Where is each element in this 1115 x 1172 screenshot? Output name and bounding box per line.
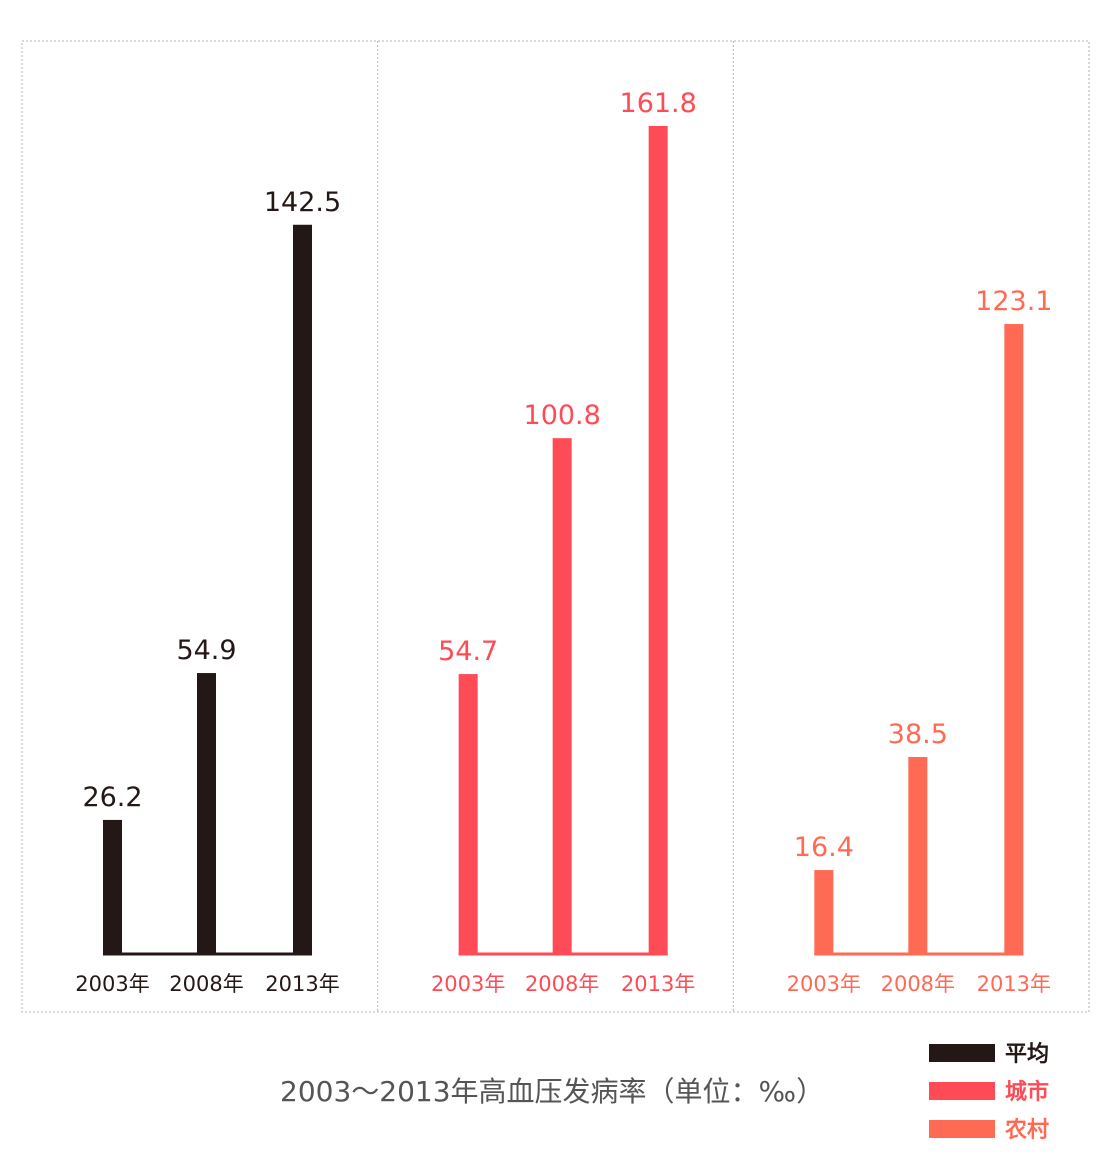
x-tick-label: 2003年 (431, 972, 505, 996)
data-label: 54.7 (438, 636, 498, 667)
data-label: 16.4 (794, 832, 854, 863)
x-tick-label: 2003年 (75, 972, 149, 996)
legend-swatch-average (929, 1044, 995, 1062)
data-label: 54.9 (176, 635, 236, 666)
legend-label-urban: 城市 (1005, 1080, 1050, 1105)
x-tick-label: 2013年 (265, 972, 339, 996)
x-tick-label: 2008年 (881, 972, 955, 996)
bar (552, 438, 572, 956)
bar (103, 819, 122, 956)
x-tick-label: 2003年 (787, 972, 861, 996)
data-label: 142.5 (264, 187, 341, 218)
bar (293, 224, 312, 956)
chart: 26.2 2003年 54.9 2008年 142.5 2013年 54.7 2003年 100… (21, 40, 1090, 1013)
legend: 平均 城市 农村 (929, 1034, 1079, 1148)
bar (1004, 324, 1024, 956)
x-tick-label: 2008年 (169, 972, 243, 996)
legend-swatch-urban (929, 1082, 995, 1100)
legend-swatch-rural (929, 1120, 995, 1138)
data-label: 123.1 (975, 286, 1052, 317)
legend-label-average: 平均 (1005, 1042, 1050, 1067)
x-tick-label: 2013年 (621, 972, 695, 996)
data-label: 161.8 (620, 88, 697, 119)
x-tick-label: 2008年 (525, 972, 599, 996)
chart-title: 2003～2013年高血压发病率（单位：‰） (280, 1075, 825, 1108)
bar (908, 756, 928, 956)
bar (458, 674, 478, 956)
chart-frame (21, 40, 1090, 1013)
x-tick-label: 2013年 (977, 972, 1051, 996)
legend-item-urban: 城市 (929, 1072, 1079, 1110)
data-label: 38.5 (888, 719, 948, 750)
legend-item-average: 平均 (929, 1034, 1079, 1072)
bar (197, 673, 216, 956)
legend-label-rural: 农村 (1005, 1118, 1050, 1143)
legend-item-rural: 农村 (929, 1110, 1079, 1148)
data-label: 100.8 (524, 400, 601, 431)
bar (814, 870, 834, 956)
data-label: 26.2 (82, 782, 142, 813)
bar (648, 126, 668, 956)
